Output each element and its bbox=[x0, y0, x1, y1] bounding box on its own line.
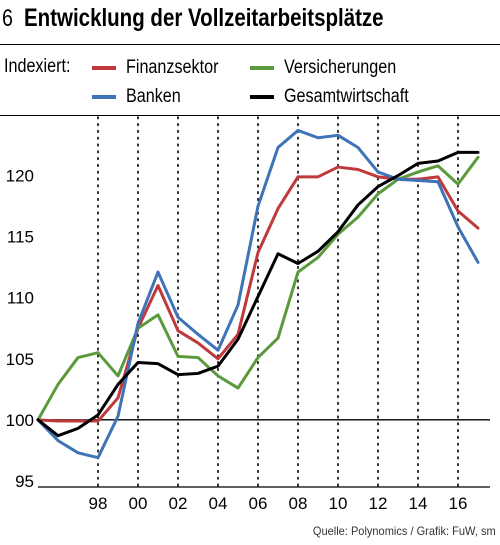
legend-swatch-banken bbox=[92, 95, 116, 99]
y-tick-label-115: 115 bbox=[7, 228, 34, 247]
legend-text-versicherungen: Versicherungen bbox=[284, 57, 397, 78]
chart-title: Entwicklung der Vollzeitarbeitsplätze bbox=[24, 4, 384, 32]
legend-item-banken: Banken bbox=[92, 85, 190, 109]
x-tick-label-00: 00 bbox=[129, 494, 148, 513]
series bbox=[36, 128, 480, 460]
x-tick-label-98: 98 bbox=[89, 494, 108, 513]
chart-header: 6 Entwicklung der Vollzeitarbeitsplätze bbox=[2, 4, 463, 38]
y-tick-label-110: 110 bbox=[7, 289, 34, 308]
legend-swatch-finanzsektor bbox=[92, 66, 116, 70]
x-tick-label-04: 04 bbox=[209, 494, 228, 513]
legend: Indexiert: Finanzsektor Versicherungen B… bbox=[0, 52, 500, 112]
legend-swatch-versicherungen bbox=[250, 66, 274, 70]
axes bbox=[38, 419, 490, 488]
legend-item-versicherungen: Versicherungen bbox=[250, 56, 416, 80]
x-tick-label-16: 16 bbox=[449, 494, 468, 513]
y-tick-label-100: 100 bbox=[6, 411, 34, 430]
x-tick-label-06: 06 bbox=[249, 494, 268, 513]
legend-text-banken: Banken bbox=[126, 86, 181, 107]
title-divider bbox=[0, 44, 500, 45]
source-note: Quelle: Polynomics / Grafik: FuW, sm bbox=[313, 524, 496, 538]
y-tick-label-120: 120 bbox=[6, 167, 34, 186]
series-line-banken bbox=[36, 128, 480, 460]
x-tick-label-14: 14 bbox=[409, 494, 428, 513]
x-tick-label-10: 10 bbox=[329, 494, 348, 513]
legend-swatch-gesamtwirtschaft bbox=[250, 95, 274, 99]
chart-number: 6 bbox=[2, 5, 13, 32]
y-tick-label-95: 95 bbox=[15, 472, 34, 491]
x-tick-label-12: 12 bbox=[369, 494, 388, 513]
x-tick-label-08: 08 bbox=[289, 494, 308, 513]
series-line-gesamtwirtschaft bbox=[36, 150, 480, 438]
legend-prefix: Indexiert: bbox=[4, 56, 71, 77]
legend-item-finanzsektor: Finanzsektor bbox=[92, 56, 235, 80]
legend-text-finanzsektor: Finanzsektor bbox=[126, 57, 219, 78]
tick-labels: 95 100 105 110 115 120 98 00 02 04 06 08 10 12 14 16 bbox=[6, 167, 468, 513]
x-tick-label-02: 02 bbox=[169, 494, 188, 513]
series-line-versicherungen bbox=[36, 155, 480, 422]
y-tick-label-105: 105 bbox=[6, 350, 34, 369]
legend-item-gesamtwirtschaft: Gesamtwirtschaft bbox=[250, 85, 431, 109]
legend-divider bbox=[0, 115, 500, 116]
legend-text-gesamtwirtschaft: Gesamtwirtschaft bbox=[284, 86, 409, 107]
